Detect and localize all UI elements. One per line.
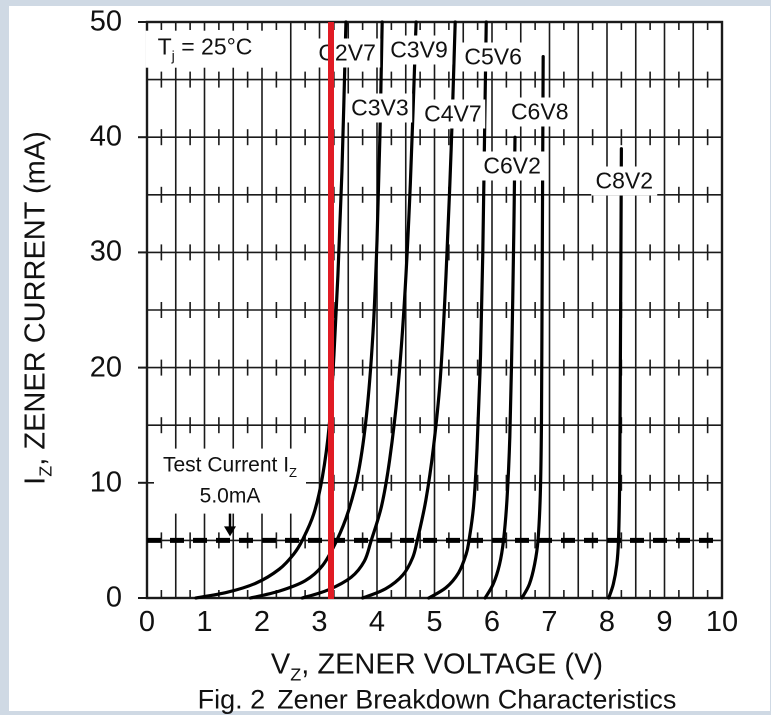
curve-label-C6V8: C6V8 <box>506 97 573 127</box>
test-current-line1: Test Current IZ <box>163 453 297 480</box>
minor-tick-marks <box>138 21 709 599</box>
curve-C3V3 <box>248 20 384 600</box>
curve-C8V2 <box>607 147 623 600</box>
x-axis-title-subscript: Z <box>290 664 302 685</box>
figure-number: Fig. 2 <box>197 684 266 715</box>
y-tick-label-20: 20 <box>89 351 122 384</box>
figure-title: Zener Breakdown Characteristics <box>277 684 677 715</box>
figure-caption: Fig. 2 Zener Breakdown Characteristics <box>198 685 677 715</box>
plot-border <box>145 20 724 600</box>
curve-label-C5V6: C5V6 <box>460 42 526 72</box>
x-tick-label-2: 2 <box>253 606 271 638</box>
test-current-line2: 5.0mA <box>199 485 261 509</box>
highlight-marker-line <box>328 22 334 599</box>
x-tick-label-0: 0 <box>138 606 156 638</box>
curve-label-C8V2: C8V2 <box>591 166 658 196</box>
x-axis-title-text: , ZENER VOLTAGE (V) <box>301 648 604 681</box>
x-tick-label-3: 3 <box>311 606 328 638</box>
x-tick-label-4: 4 <box>368 606 386 638</box>
curve-C3V9 <box>300 20 418 600</box>
curve-C6V2 <box>483 135 517 600</box>
test-current-annotation: Test Current IZ 5.0mA <box>154 448 306 514</box>
x-tick-label-6: 6 <box>483 606 501 638</box>
y-axis-title: IZ, ZENER CURRENT (mA) <box>20 131 57 485</box>
y-tick-label-10: 10 <box>89 466 122 499</box>
curve-label-C4V7: C4V7 <box>420 99 486 129</box>
zener-curves <box>194 20 623 600</box>
curve-label-C3V3: C3V3 <box>347 93 413 123</box>
curve-C5V6 <box>427 20 488 600</box>
curve-C2V7 <box>194 20 348 600</box>
x-axis-title-symbol: V <box>270 648 291 681</box>
curve-label-C3V9: C3V9 <box>386 35 452 65</box>
x-tick-label-8: 8 <box>598 606 616 638</box>
temperature-condition-annotation: Tj = 25°C <box>145 30 265 68</box>
y-axis-title-symbol: I <box>19 476 52 485</box>
curve-label-C6V2: C6V2 <box>479 151 545 181</box>
y-tick-label-0: 0 <box>105 581 122 614</box>
y-tick-label-40: 40 <box>89 120 122 153</box>
y-tick-label-30: 30 <box>89 235 122 268</box>
x-axis-title: VZ, ZENER VOLTAGE (V) <box>271 649 603 686</box>
x-tick-label-9: 9 <box>656 606 673 638</box>
x-tick-label-1: 1 <box>196 606 213 638</box>
curve-C4V7 <box>361 20 457 600</box>
curve-C6V8 <box>520 54 545 600</box>
x-tick-label-5: 5 <box>426 606 443 638</box>
x-tick-label-7: 7 <box>541 606 558 638</box>
y-tick-label-50: 50 <box>89 5 122 38</box>
page-background <box>9 6 770 711</box>
y-axis-title-text: , ZENER CURRENT (mA) <box>19 131 52 466</box>
curve-label-C2V7: C2V7 <box>314 38 380 68</box>
x-tick-label-10: 10 <box>705 606 739 638</box>
